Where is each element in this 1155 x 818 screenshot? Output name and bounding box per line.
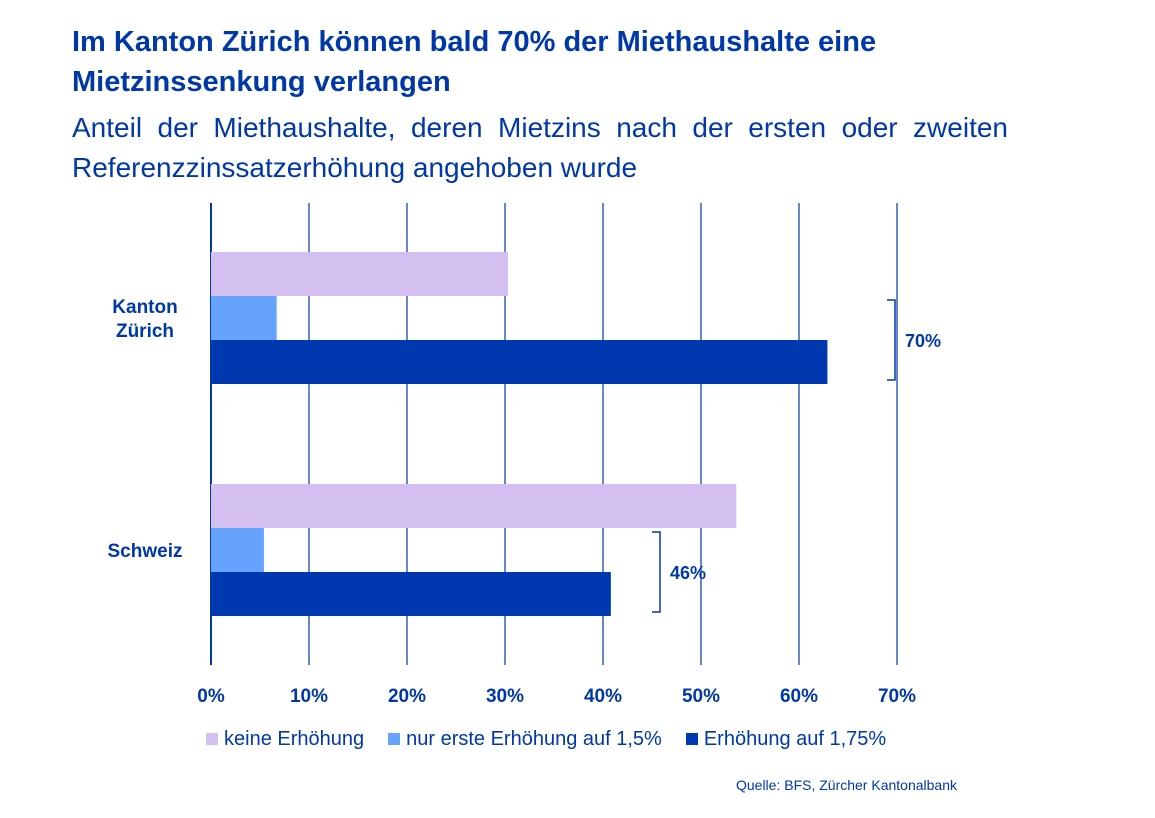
- chart-title: Im Kanton Zürich können bald 70% der Mie…: [72, 26, 877, 98]
- x-tick-label: 50%: [682, 686, 720, 707]
- bar: [211, 252, 508, 296]
- x-tick-label: 30%: [486, 686, 524, 707]
- bracket: [887, 299, 896, 381]
- annotation-label: 46%: [670, 563, 706, 583]
- bar: [211, 296, 277, 340]
- legend-swatch: [206, 733, 218, 745]
- x-tick-label: 10%: [290, 686, 328, 707]
- axis-labels: 0% 10% 20% 30% 40% 50% 60% 70% Kanton Zürich Schwe…: [108, 297, 917, 707]
- bar: [211, 340, 828, 384]
- chart-subtitle: Anteil der Miethaushalte, deren Mietzins…: [72, 112, 1008, 183]
- legend-swatch: [685, 733, 698, 745]
- legend-label: Erhöhung auf 1,75%: [703, 727, 887, 750]
- category-label: Schweiz: [108, 541, 183, 562]
- x-tick-label: 20%: [388, 686, 426, 707]
- annotations: 70% 46%: [652, 299, 941, 613]
- legend: keine Erhöhung nur erste Erhöhung auf 1,…: [206, 724, 886, 754]
- legend-item-erste-erhoehung: nur erste Erhöhung auf 1,5%: [388, 728, 662, 751]
- bars: [211, 252, 828, 616]
- x-tick-label: 0%: [197, 686, 225, 707]
- annotation-label: 70%: [905, 331, 941, 351]
- legend-item-erhoehung-175: Erhöhung auf 1,75%: [685, 727, 887, 751]
- legend-label: nur erste Erhöhung auf 1,5%: [406, 727, 662, 750]
- source-note: Quelle: BFS, Zürcher Kantonalbank: [735, 777, 957, 793]
- legend-item-keine-erhoehung: keine Erhöhung: [206, 728, 364, 751]
- bracket: [652, 531, 661, 613]
- bar: [211, 572, 611, 616]
- x-tick-label: 70%: [878, 686, 916, 707]
- legend-swatch: [388, 733, 401, 745]
- bar: [211, 528, 264, 572]
- category-label: Kanton Zürich: [112, 297, 177, 342]
- x-tick-label: 40%: [584, 686, 622, 707]
- x-tick-label: 60%: [780, 686, 818, 707]
- bar: [211, 484, 737, 528]
- category-label-line: Schweiz: [108, 541, 183, 562]
- legend-label: keine Erhöhung: [224, 727, 365, 750]
- category-label-line: Kanton: [112, 297, 177, 318]
- category-label-line: Zürich: [116, 321, 174, 342]
